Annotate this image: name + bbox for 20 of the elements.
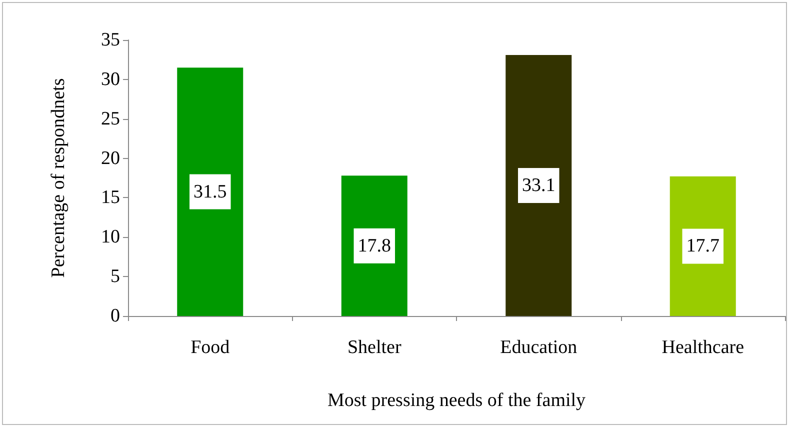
y-tick-label: 10	[101, 226, 120, 248]
y-tick-label: 25	[101, 108, 120, 130]
data-label: 17.7	[686, 236, 720, 257]
y-tick-label: 5	[110, 266, 120, 288]
data-label: 17.8	[358, 235, 391, 256]
x-tick-label: Food	[190, 337, 230, 358]
y-tick-label: 0	[110, 306, 120, 326]
y-axis-title: Percentage of respondnets	[48, 78, 69, 278]
x-axis-title: Most pressing needs of the family	[327, 390, 586, 411]
x-tick-label: Shelter	[347, 337, 402, 358]
y-tick-label: 30	[101, 68, 120, 90]
y-tick-label: 15	[101, 187, 120, 208]
y-tick-label: 20	[101, 148, 120, 169]
data-label: 31.5	[194, 181, 227, 202]
bar	[177, 68, 244, 316]
x-tick-label: Education	[500, 337, 578, 358]
x-tick-label: Healthcare	[662, 337, 744, 358]
bar	[506, 54, 572, 316]
y-tick-label: 35	[101, 30, 120, 50]
data-label: 33.1	[522, 174, 556, 196]
